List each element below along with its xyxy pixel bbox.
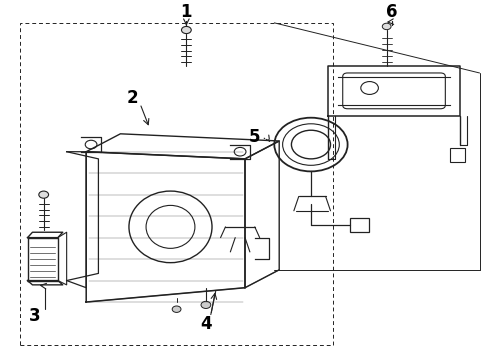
Text: 6: 6 (386, 3, 397, 21)
Text: 4: 4 (200, 315, 212, 333)
Circle shape (382, 23, 391, 30)
Text: 2: 2 (127, 89, 139, 107)
Bar (350, 218, 368, 232)
Text: 3: 3 (29, 307, 41, 325)
Bar (20, 23, 333, 345)
Bar (450, 148, 465, 162)
Circle shape (181, 26, 191, 33)
Circle shape (201, 301, 211, 309)
Text: 1: 1 (181, 3, 192, 21)
Circle shape (172, 306, 181, 312)
Circle shape (39, 191, 49, 198)
Text: 5: 5 (249, 129, 261, 147)
